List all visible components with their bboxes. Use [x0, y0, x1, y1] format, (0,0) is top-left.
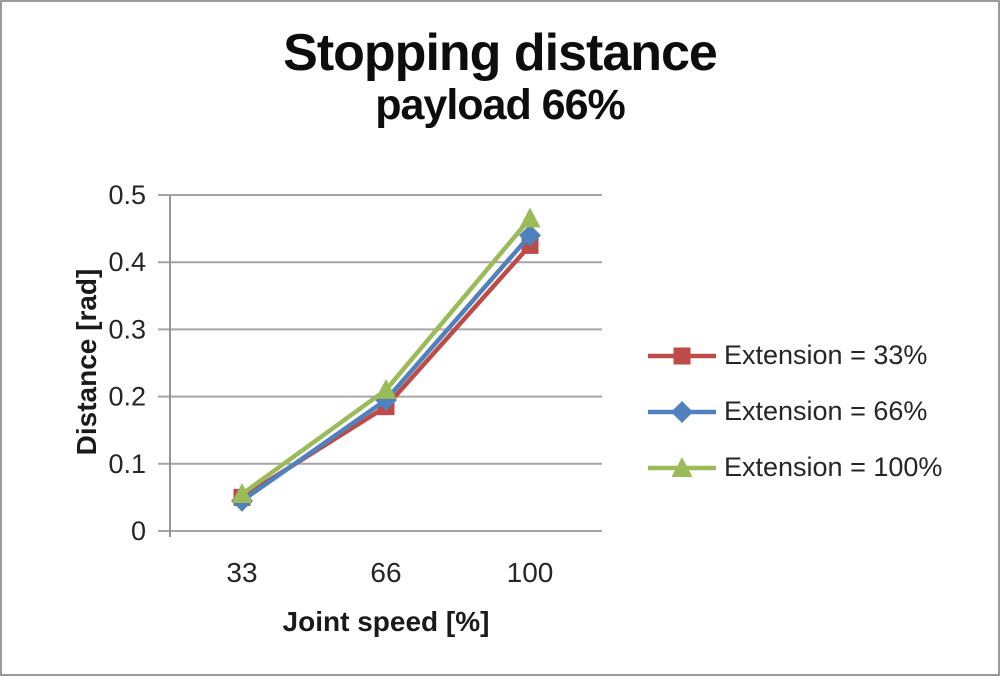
- legend-item-extension-66: Extension = 66%: [648, 396, 942, 427]
- y-tick-label: 0.2: [108, 382, 146, 412]
- legend-swatch-graphic: [648, 400, 716, 423]
- chart-subtitle: payload 66%: [375, 80, 626, 129]
- y-tick-label: 0.1: [108, 449, 146, 479]
- legend-label: Extension = 100%: [724, 452, 943, 482]
- chart-title-block: Stopping distance payload 66%: [2, 26, 998, 130]
- data-point-marker: [375, 378, 397, 399]
- x-tick-label: 66: [370, 557, 401, 588]
- legend-swatch-graphic: [648, 456, 716, 477]
- data-point-marker: [375, 388, 397, 411]
- x-axis-title: Joint speed [%]: [282, 606, 490, 637]
- series-line: [240, 217, 532, 496]
- legend-marker-triangle-icon: [648, 456, 716, 480]
- x-tick-label: 100: [507, 557, 554, 588]
- legend-item-extension-100: Extension = 100%: [648, 452, 942, 483]
- data-point-marker: [519, 207, 541, 228]
- y-tick-label: 0: [131, 516, 146, 546]
- data-point-marker: [231, 483, 253, 504]
- legend: Extension = 33% Extension = 66% Extensio…: [648, 340, 942, 483]
- data-point-marker: [231, 489, 253, 512]
- chart-title: Stopping distance: [283, 24, 718, 82]
- legend-marker-square-icon: [648, 344, 716, 368]
- legend-label: Extension = 33%: [724, 340, 928, 370]
- x-tick-label: 33: [226, 557, 257, 588]
- data-point-marker: [521, 236, 539, 254]
- series-line: [240, 243, 532, 500]
- data-point-marker: [519, 224, 541, 247]
- data-point-marker: [233, 488, 251, 506]
- y-tick-label: 0.3: [108, 314, 146, 344]
- legend-swatch-graphic: [648, 347, 716, 364]
- data-point-marker: [377, 398, 395, 416]
- y-axis-title: Distance [rad]: [71, 268, 102, 456]
- series-line: [240, 233, 532, 503]
- y-tick-label: 0.4: [108, 247, 146, 277]
- legend-marker-diamond-icon: [648, 400, 716, 424]
- y-tick-label: 0.5: [108, 180, 146, 210]
- legend-label: Extension = 66%: [724, 396, 928, 426]
- legend-item-extension-33: Extension = 33%: [648, 340, 942, 371]
